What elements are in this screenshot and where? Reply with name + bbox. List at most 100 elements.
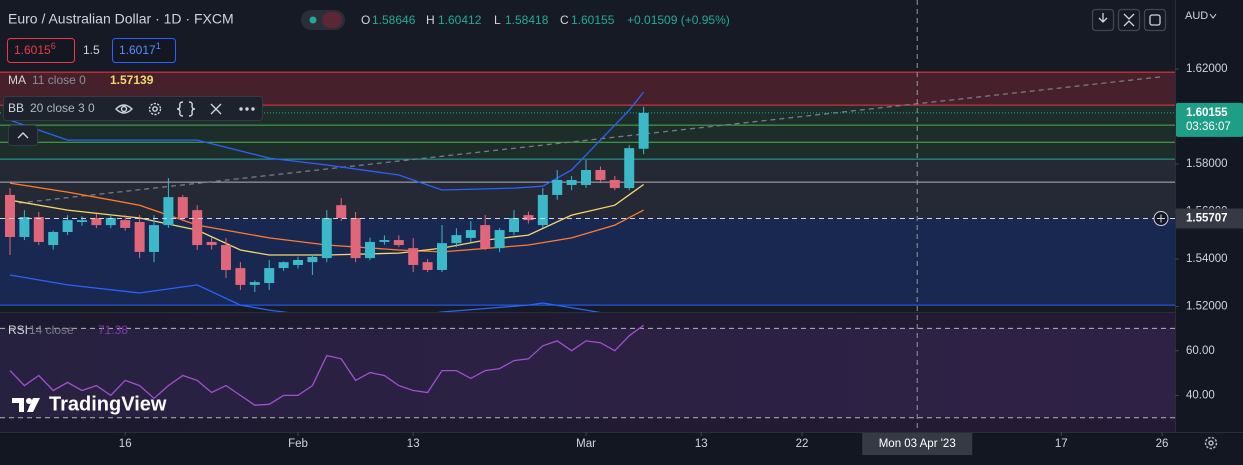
rsi-line: [9, 324, 644, 406]
candle-body: [336, 205, 347, 218]
control-button[interactable]: [1117, 8, 1141, 32]
spread: 1.5: [83, 43, 100, 57]
bb-upper: [9, 91, 645, 191]
rsi-name: RSI: [8, 323, 28, 337]
x-tick-label: 13: [407, 438, 420, 450]
dot: [245, 107, 249, 111]
ma-value: 1.57139: [110, 73, 154, 87]
logo-mark: [12, 398, 24, 412]
crosshair-time: Mon 03 Apr '23: [879, 438, 956, 450]
logo-dot: [26, 398, 32, 404]
candle-body: [278, 262, 289, 269]
control-button[interactable]: [1091, 8, 1115, 32]
chevron-up: [17, 132, 29, 139]
y-tick-label: 1.54000: [1186, 253, 1228, 265]
collapse-button[interactable]: [8, 125, 38, 146]
more-icon[interactable]: [239, 107, 255, 111]
candle-body: [33, 217, 44, 242]
control-button[interactable]: [1143, 8, 1167, 32]
candle-body: [465, 230, 476, 238]
bid: 1.60156: [14, 41, 56, 57]
y-tick-label: 1.58000: [1186, 158, 1228, 170]
fullscreen-icon: [1149, 14, 1161, 26]
logo-mark: [27, 398, 40, 412]
ohlc-letter: O: [361, 13, 370, 27]
gear-hub: [152, 106, 158, 112]
candle-body: [494, 230, 505, 249]
candle-body: [379, 240, 390, 242]
candle-body: [480, 225, 491, 249]
candle-body: [62, 220, 73, 232]
candle-body: [638, 112, 649, 149]
candle-body: [393, 240, 404, 246]
ma-line: [9, 183, 644, 256]
currency[interactable]: AUD: [1185, 10, 1208, 22]
last-price: 1.60155: [1186, 107, 1228, 119]
main-pane: [0, 0, 1175, 312]
rsi-params: 14 close: [29, 323, 74, 337]
candle-body: [48, 231, 59, 246]
candle-body: [365, 241, 376, 259]
candle-body: [264, 268, 275, 284]
candle-body: [163, 197, 174, 226]
settings-icon[interactable]: [148, 102, 162, 116]
status-badge: [322, 12, 342, 28]
candle-body: [422, 262, 433, 270]
scale-icon: [1098, 13, 1108, 23]
candle-body: [206, 241, 217, 246]
candle-body: [4, 194, 15, 237]
axis-settings[interactable]: [1204, 436, 1218, 450]
rsi-y-tick-label: 40.00: [1186, 389, 1215, 401]
bb-toolbar: [115, 101, 255, 117]
trend-line: [9, 76, 1163, 205]
candle-body: [177, 197, 188, 218]
candle-body: [581, 170, 592, 185]
candle-body: [249, 282, 260, 285]
change: +0.01509 (+0.95%): [627, 13, 730, 27]
candle-body: [307, 256, 318, 263]
candle-body: [451, 235, 462, 244]
ohlc-value: 1.58418: [505, 13, 549, 27]
gear-hub: [1208, 440, 1214, 446]
y-tick-label: 1.62000: [1186, 63, 1228, 75]
ask-price: 1.6017: [119, 43, 156, 57]
candle-body: [350, 217, 361, 259]
currency-caret: [1209, 13, 1217, 19]
x-tick-label: 13: [695, 438, 708, 450]
last-price-box: [1176, 102, 1243, 137]
rsi-value: 71.38: [98, 323, 128, 337]
candle-body: [293, 260, 304, 265]
bb-legend[interactable]: [3, 96, 263, 121]
sell-button[interactable]: [7, 38, 75, 63]
y-tick-label: 1.52000: [1186, 301, 1228, 313]
ask-pip: 1: [156, 41, 161, 51]
countdown: 03:36:07: [1186, 121, 1231, 133]
candle-body: [523, 215, 534, 221]
plus: [1157, 214, 1165, 223]
candle-body: [235, 268, 246, 285]
brace-left: [176, 101, 184, 117]
maximize-icon: [1123, 13, 1135, 27]
x-tick-label: Feb: [288, 438, 308, 450]
remove-icon[interactable]: [210, 103, 222, 115]
x-tick-label: 17: [1055, 438, 1068, 450]
visibility-icon[interactable]: [115, 104, 133, 114]
eye: [115, 104, 133, 114]
pupil: [120, 105, 128, 113]
candle-body: [552, 179, 563, 195]
source-icon[interactable]: [176, 101, 196, 117]
brand-logo: [12, 398, 40, 412]
buy-button[interactable]: [112, 38, 176, 63]
symbol-title: Euro / Australian Dollar · 1D · FXCM: [8, 11, 234, 27]
candle-body: [566, 179, 577, 185]
candle-body: [148, 225, 159, 252]
ohlc-value: 1.60412: [438, 13, 482, 27]
ohlc-letter: L: [494, 13, 501, 27]
bb-params: 20 close 3 0: [30, 101, 95, 115]
gear: [148, 102, 162, 116]
window-controls: [1091, 8, 1167, 32]
ask: 1.60171: [119, 41, 161, 57]
candle-body: [19, 217, 30, 237]
brand-name: TradingView: [49, 393, 167, 415]
candle-body: [76, 220, 87, 223]
